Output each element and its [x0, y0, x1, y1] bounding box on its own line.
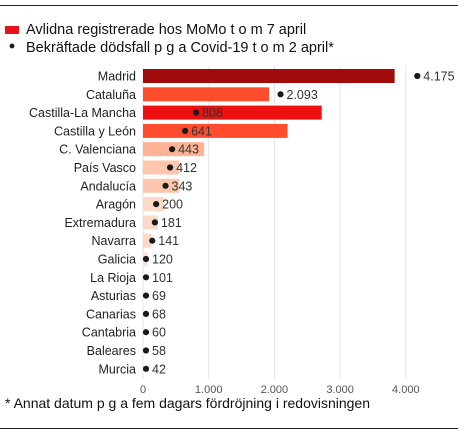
x-tick-label: 4.000 [392, 384, 420, 396]
category-label-castilla-la-mancha: Castilla-La Mancha [29, 106, 136, 120]
category-label-c-valenciana: C. Valenciana [59, 143, 136, 157]
dot-galicia [142, 255, 150, 263]
footnote: * Annat datum p g a fem dagars fördröjni… [5, 395, 370, 411]
category-label-extremadura: Extremadura [64, 216, 136, 230]
x-axis-ticks: 0 1.000 2.000 3.000 4.000 [140, 384, 420, 396]
legend-dot-swatch [9, 43, 15, 49]
value-label-extremadura: 181 [161, 216, 182, 230]
category-labels: Madrid Cataluña Castilla-La Mancha Castilla… [29, 70, 136, 377]
dot-andalucia [162, 182, 169, 189]
value-label-andalucia: 343 [172, 179, 193, 193]
dot-asturias [142, 292, 150, 299]
bar-cataluna [143, 87, 270, 102]
legend-bar-swatch [5, 26, 19, 34]
category-label-galicia: Galicia [98, 253, 136, 267]
value-label-murcia: 42 [152, 362, 166, 376]
dots [142, 72, 421, 372]
value-label-castilla-la-mancha: 808 [202, 106, 223, 120]
value-label-pais-vasco: 412 [176, 161, 197, 175]
legend: Avlidna registrerade hos MoMo t o m 7 ap… [5, 22, 334, 56]
bar-castilla-la-mancha [143, 105, 322, 120]
dot-castilla-la-mancha [192, 109, 200, 116]
value-label-asturias: 69 [152, 289, 166, 303]
legend-dot-label: Bekräftade dödsfall p g a Covid-19 t o m… [26, 40, 334, 56]
category-label-cataluna: Cataluña [86, 88, 136, 102]
bar-pais-vasco [143, 160, 180, 175]
category-label-asturias: Asturias [91, 289, 136, 303]
x-tick-label: 3.000 [326, 384, 354, 396]
bar-extremadura [143, 215, 159, 230]
bar-madrid [143, 69, 395, 83]
category-label-madrid: Madrid [98, 70, 136, 84]
category-label-canarias: Canarias [86, 307, 136, 321]
value-label-canarias: 68 [152, 307, 166, 321]
dot-la-rioja [142, 274, 150, 281]
dot-castilla-y-leon [182, 127, 189, 134]
bar-castilla-y-leon [143, 123, 288, 138]
bar-andalucia [143, 178, 180, 193]
value-label-aragon: 200 [162, 198, 183, 212]
dot-cantabria [142, 329, 150, 336]
value-label-cantabria: 60 [152, 326, 166, 340]
category-label-murcia: Murcia [98, 362, 136, 376]
x-tick-label: 0 [140, 384, 146, 396]
dot-aragon [153, 201, 160, 208]
legend-bar-label: Avlidna registrerade hos MoMo t o m 7 ap… [26, 22, 306, 38]
dot-murcia [142, 365, 150, 372]
value-label-baleares: 58 [152, 344, 166, 358]
value-label-c-valenciana: 443 [178, 143, 199, 157]
category-label-baleares: Baleares [87, 344, 136, 358]
value-label-navarra: 141 [158, 234, 179, 248]
category-label-pais-vasco: País Vasco [74, 161, 136, 175]
dot-extremadura [151, 219, 158, 226]
category-label-andalucia: Andalucía [80, 179, 136, 193]
category-label-cantabria: Cantabria [82, 326, 136, 340]
value-label-la-rioja: 101 [152, 271, 173, 285]
dot-navarra [149, 237, 156, 244]
x-tick-label: 2.000 [261, 384, 289, 396]
category-label-navarra: Navarra [92, 234, 137, 248]
dot-canarias [142, 310, 150, 317]
value-label-castilla-y-leon: 641 [191, 124, 212, 138]
dot-madrid [414, 72, 421, 80]
value-label-madrid: 4.175 [423, 70, 454, 84]
value-label-galicia: 120 [152, 253, 173, 267]
bar-navarra [143, 233, 152, 248]
dot-baleares [142, 347, 150, 354]
category-label-la-rioja: La Rioja [90, 271, 136, 285]
value-labels: 4.175 2.093 808 641 443 412 343 200 181 141 120 101… [152, 70, 455, 377]
x-tick-label: 1.000 [195, 384, 223, 396]
dot-cataluna [277, 91, 284, 98]
category-label-castilla-y-leon: Castilla y León [54, 124, 136, 138]
category-label-aragon: Aragón [96, 198, 136, 212]
value-label-cataluna: 2.093 [287, 88, 318, 102]
dot-c-valenciana [169, 146, 176, 153]
dot-pais-vasco [166, 164, 174, 171]
